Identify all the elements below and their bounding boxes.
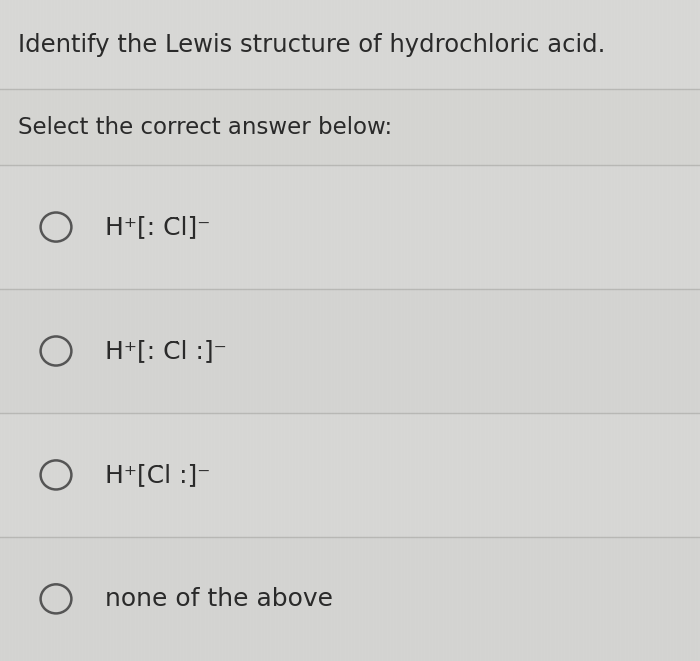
Bar — [0, 89, 700, 165]
Bar — [0, 537, 700, 661]
Text: H⁺[: C̈l]⁻: H⁺[: C̈l]⁻ — [105, 215, 211, 239]
Text: none of the above: none of the above — [105, 587, 333, 611]
Bar — [0, 165, 700, 289]
Bar — [0, 0, 700, 89]
Text: H⁺[C̈l :]⁻: H⁺[C̈l :]⁻ — [105, 463, 211, 487]
Bar — [0, 289, 700, 413]
Bar — [0, 413, 700, 537]
Text: H⁺[: C̈l :]⁻: H⁺[: C̈l :]⁻ — [105, 339, 227, 363]
Text: Select the correct answer below:: Select the correct answer below: — [18, 116, 391, 139]
Text: Identify the Lewis structure of hydrochloric acid.: Identify the Lewis structure of hydrochl… — [18, 32, 605, 57]
